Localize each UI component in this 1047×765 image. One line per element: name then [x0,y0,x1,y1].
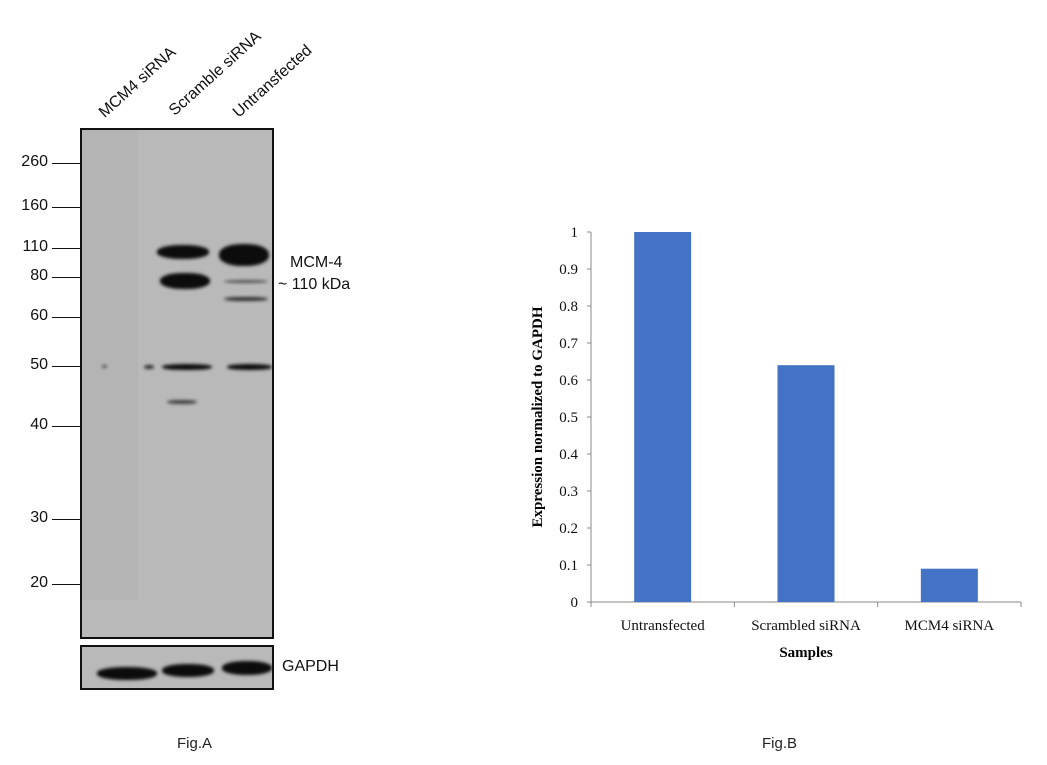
band-gapdh-mcm4 [97,667,157,680]
caption-fig-a: Fig.A [177,735,213,752]
band-mcm4-50 [102,365,107,368]
y-tick-label: 0.4 [559,447,578,463]
bar-untransfected [634,232,692,602]
caption-fig-b: Fig.B [762,735,798,752]
band-gapdh-scramble [162,664,214,677]
x-axis-label: Samples [779,645,833,661]
y-tick-label: 0.8 [559,299,578,315]
gapdh-label: GAPDH [282,658,339,675]
band-gapdh-untransfected [222,661,272,675]
y-tick-label: 0.2 [559,521,578,537]
band-scramble-50 [162,364,212,370]
band-untransfected-50 [227,364,272,370]
target-size: ~ 110 kDa [278,276,351,293]
band-untransfected-110 [219,244,269,266]
y-tick-label: 0.6 [559,373,578,389]
band-untransfected-65 [224,297,268,301]
band-scramble-45 [167,400,197,404]
y-tick-label: 0.9 [559,262,578,278]
y-tick-label: 0.7 [559,336,578,352]
gapdh-blot [80,645,274,690]
band-untransfected-80 [224,280,268,283]
x-tick-label: Scrambled siRNA [751,618,861,634]
target-label: MCM-4 [290,254,343,271]
band-scramble-80 [160,273,210,289]
y-axis-label: Expression normalized to GAPDH [530,306,546,527]
y-tick-label: 1 [571,225,579,241]
lane-background [82,130,138,600]
bar-mcm4-sirna [920,568,978,602]
y-tick-label: 0.5 [559,410,578,426]
band-scramble-110 [157,245,209,259]
western-blot [80,128,274,639]
y-tick-label: 0 [571,595,579,611]
bar-scrambled-sirna [777,365,835,602]
band-mcm4-50b [144,365,154,369]
y-tick-label: 0.1 [559,558,578,574]
x-tick-label: Untransfected [621,618,706,634]
x-tick-label: MCM4 siRNA [905,618,995,634]
y-tick-label: 0.3 [559,484,578,500]
